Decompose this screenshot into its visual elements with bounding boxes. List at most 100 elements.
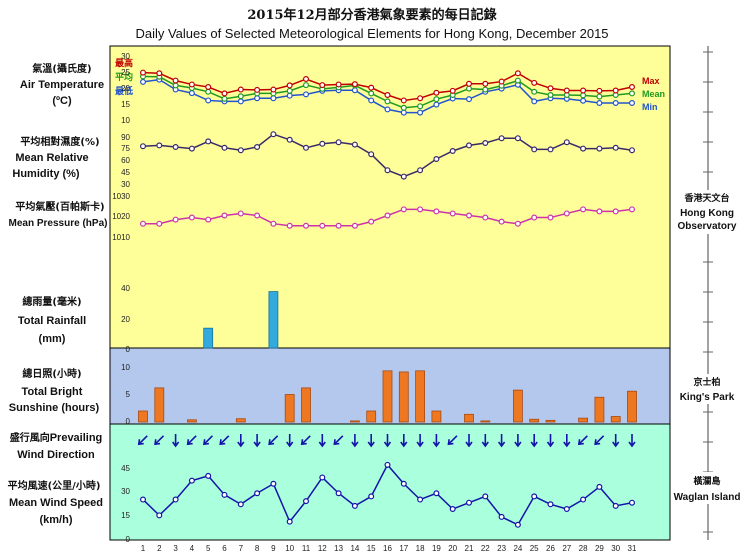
wind-direction-arrow [237, 434, 245, 448]
wind-direction-arrow [546, 434, 555, 448]
temp-min-point [596, 99, 603, 106]
x-tick-label: 24 [513, 544, 522, 553]
humidity-tick: 60 [121, 156, 130, 165]
wind-direction-arrow [253, 434, 261, 448]
pressure-point [156, 220, 163, 227]
sunshine-bar [415, 370, 426, 423]
pressure-point [188, 214, 195, 221]
pressure-point [482, 214, 489, 221]
windspeed-label-en1: Mean Wind Speed [9, 497, 103, 509]
pressure-point [286, 222, 293, 229]
humidity-point [514, 135, 521, 142]
temp-min-point [188, 90, 195, 97]
temp-min-point [612, 99, 619, 106]
sunshine-bar [235, 418, 246, 423]
legend-min-en: Min [642, 102, 658, 112]
windspeed-point [237, 501, 244, 508]
temp-max-point [449, 87, 456, 94]
humidity-point [286, 136, 293, 143]
temp-max-point [205, 83, 212, 90]
pressure-point [400, 206, 407, 213]
temp-mean-point [482, 86, 489, 93]
humidity-point [172, 144, 179, 151]
temp-min-point [140, 78, 147, 85]
wind-direction-arrow [367, 434, 375, 448]
temp-mean-point [221, 95, 228, 102]
pressure-point [270, 220, 277, 227]
temp-mean-point [400, 104, 407, 111]
windspeed-point [466, 499, 473, 506]
humidity-point [449, 148, 456, 155]
pressure-point [417, 206, 424, 213]
temp-tick: 10 [121, 116, 130, 125]
temp-label-en1: Air Temperature [20, 79, 104, 91]
rainfall-bar [268, 291, 279, 349]
humidity-point [400, 173, 407, 180]
chart-title-en: Daily Values of Selected Meteorological … [135, 26, 608, 41]
temp-max-point [514, 70, 521, 77]
humidity-point [303, 144, 310, 151]
pressure-point [384, 212, 391, 219]
wind-direction-arrow [171, 434, 180, 448]
sunshine-bar [284, 394, 295, 423]
temp-max-point [531, 79, 538, 86]
wind-direction-arrow [286, 434, 294, 448]
temp-max-point [188, 81, 195, 88]
temp-min-point [417, 109, 424, 116]
temp-min-point [237, 98, 244, 105]
wind-direction-arrow [612, 434, 620, 448]
temp-min-point [384, 106, 391, 113]
temp-max-point [140, 69, 147, 76]
windspeed-point [140, 496, 147, 503]
sunshine-bar [545, 419, 556, 423]
temp-label-en2: (ºC) [52, 95, 72, 107]
temp-mean-point [628, 90, 635, 97]
rainfall-label-en1: Total Rainfall [18, 315, 86, 327]
chart-title-cn: 2015年12月部分香港氣象要素的每日記錄 [247, 7, 496, 23]
x-tick-label: 14 [350, 544, 359, 553]
humidity-point [466, 142, 473, 149]
temp-mean-point [580, 92, 587, 99]
pressure-point [628, 206, 635, 213]
x-tick-label: 9 [271, 544, 276, 553]
humidity-point [319, 140, 326, 147]
temp-max-point [172, 77, 179, 84]
windspeed-point [531, 493, 538, 500]
windspeed-point [368, 493, 375, 500]
winddir-label-en2: Wind Direction [17, 449, 95, 461]
sunshine-bar [480, 420, 491, 423]
pressure-point [368, 218, 375, 225]
temp-max-point [156, 70, 163, 77]
temp-mean-point [303, 82, 310, 89]
wind-direction-arrow [219, 435, 230, 446]
pressure-label-en1: Mean Pressure (hPa) [9, 218, 108, 229]
x-tick-label: 13 [334, 544, 343, 553]
sunshine-bar [138, 410, 148, 423]
temp-ticks: 30 25 20 15 10 [121, 52, 130, 125]
humidity-tick: 45 [121, 168, 130, 177]
windspeed-point [319, 474, 326, 481]
station-kp-cn: 京士柏 [693, 376, 720, 388]
station-hko-cn: 香港天文台 [683, 192, 729, 204]
windspeed-point [270, 480, 277, 487]
temp-mean-point [417, 103, 424, 110]
temp-min-point [254, 95, 261, 102]
sunshine-bar [578, 417, 588, 423]
humidity-label-en1: Mean Relative [15, 152, 88, 164]
temp-max-point [286, 82, 293, 89]
pressure-tick: 1020 [112, 212, 130, 221]
windspeed-label-cn: 平均風速(公里/小時) [8, 479, 101, 492]
legend-min-cn: 最低 [115, 85, 133, 97]
humidity-point [596, 145, 603, 152]
chart-marks [137, 69, 637, 528]
humidity-point [254, 144, 261, 151]
pressure-ticks: 1030 1020 1010 [112, 192, 130, 242]
x-tick-label: 22 [481, 544, 490, 553]
temp-max-point [433, 89, 440, 96]
temp-max-point [270, 86, 277, 93]
wind-direction-arrow [432, 434, 441, 448]
sunshine-bar [154, 387, 165, 423]
wind-direction-arrow [628, 434, 636, 448]
sunshine-bar [186, 419, 197, 423]
temp-min-point [433, 101, 440, 108]
